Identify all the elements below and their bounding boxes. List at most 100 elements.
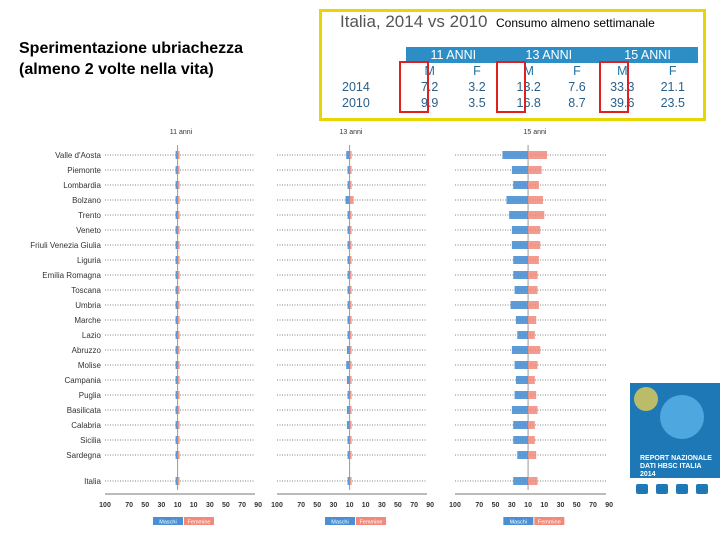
bar-males — [346, 346, 350, 354]
x-tick-label: 100 — [449, 502, 461, 509]
cover-shape — [660, 395, 704, 439]
x-tick-label: 10 — [362, 502, 370, 509]
x-tick-label: 70 — [297, 502, 305, 509]
x-tick-label: 70 — [410, 502, 418, 509]
bar-males — [347, 241, 350, 249]
bar-males — [347, 477, 350, 485]
x-tick-label: 30 — [158, 502, 166, 509]
bar-males — [346, 406, 350, 414]
report-logo-text: REPORT NAZIONALE DATI HBSC ITALIA 2014 — [640, 455, 712, 478]
sex-f-15: F — [668, 64, 677, 78]
x-tick-label: 10 — [174, 502, 182, 509]
bar-males — [175, 477, 178, 485]
region-label: Veneto — [76, 226, 101, 235]
bar-males — [514, 391, 529, 399]
bar-males — [347, 331, 350, 339]
bar-females — [349, 241, 352, 249]
bar-males — [517, 331, 529, 339]
bar-females — [528, 256, 539, 264]
bar-males — [175, 376, 178, 384]
x-tick-label: 100 — [271, 502, 283, 509]
x-tick-label: 70 — [475, 502, 483, 509]
bar-males — [509, 211, 529, 219]
bar-males — [514, 286, 529, 294]
bar-females — [349, 256, 352, 264]
partner-logo — [656, 484, 668, 494]
partner-logo — [696, 484, 708, 494]
bar-males — [175, 181, 178, 189]
legend-label-females: Femmine — [538, 520, 561, 526]
bar-males — [175, 256, 178, 264]
summary-note: Consumo almeno settimanale — [494, 16, 657, 30]
bar-males — [175, 391, 178, 399]
x-tick-label: 30 — [378, 502, 386, 509]
bar-females — [177, 286, 180, 294]
region-label: Campania — [65, 376, 102, 385]
bar-females — [349, 196, 354, 204]
sex-f-11: F — [473, 64, 481, 78]
bar-males — [513, 477, 529, 485]
bar-females — [528, 406, 538, 414]
bar-females — [528, 331, 535, 339]
bar-females — [528, 211, 545, 219]
x-tick-label: 30 — [206, 502, 214, 509]
x-tick-label: 90 — [254, 502, 262, 509]
bar-males — [175, 421, 178, 429]
report-cover-image: REPORT NAZIONALE DATI HBSC ITALIA 2014 — [630, 383, 720, 500]
highlight-13-m — [496, 61, 526, 113]
x-tick-label: 10 — [346, 502, 354, 509]
bar-males — [175, 196, 178, 204]
bar-females — [349, 271, 352, 279]
bar-females — [528, 241, 541, 249]
bar-males — [175, 226, 178, 234]
bar-males — [347, 181, 350, 189]
x-tick-label: 50 — [222, 502, 230, 509]
bar-females — [349, 346, 352, 354]
bar-males — [511, 346, 529, 354]
x-tick-label: 50 — [141, 502, 149, 509]
bar-males — [346, 151, 350, 159]
bar-females — [528, 181, 539, 189]
cell-value: 3.5 — [468, 96, 486, 110]
bar-females — [349, 316, 352, 324]
x-tick-label: 30 — [508, 502, 516, 509]
legend-label-males: Maschi — [510, 520, 527, 526]
bar-males — [513, 436, 529, 444]
region-label: Umbria — [75, 301, 101, 310]
legend-swatch-males — [325, 517, 355, 525]
cell-value: 7.6 — [568, 80, 586, 94]
bar-males — [347, 226, 350, 234]
bar-males — [511, 241, 529, 249]
region-label: Friuli Venezia Giulia — [30, 241, 101, 250]
x-tick-label: 30 — [557, 502, 565, 509]
bar-females — [528, 421, 535, 429]
bar-males — [513, 181, 529, 189]
x-tick-label: 90 — [605, 502, 613, 509]
table-header-row: 11 ANNI 13 ANNI 15 ANNI — [336, 47, 698, 63]
sex-m-13: M — [523, 64, 534, 78]
region-label: Piemonte — [67, 166, 101, 175]
slide-title-line1: Sperimentazione ubriachezza — [19, 40, 244, 57]
bar-females — [528, 451, 537, 459]
bar-females — [528, 346, 541, 354]
bar-females — [177, 477, 180, 485]
x-tick-label: 50 — [492, 502, 500, 509]
bar-females — [528, 226, 541, 234]
x-tick-label: 10 — [190, 502, 198, 509]
x-tick-label: 10 — [524, 502, 532, 509]
bar-females — [349, 361, 352, 369]
bar-females — [177, 241, 180, 249]
age-group-11: 11 ANNI — [406, 47, 501, 63]
region-label: Basilicata — [67, 406, 102, 415]
bar-males — [517, 451, 529, 459]
bar-males — [346, 361, 350, 369]
summary-title: Italia, 2014 vs 2010 — [340, 12, 488, 31]
bar-males — [347, 166, 350, 174]
region-label: Emilia Romagna — [42, 271, 101, 280]
region-label: Sardegna — [66, 451, 101, 460]
bar-females — [177, 301, 180, 309]
bar-females — [349, 286, 352, 294]
region-label: Lazio — [82, 331, 102, 340]
bar-females — [349, 151, 352, 159]
